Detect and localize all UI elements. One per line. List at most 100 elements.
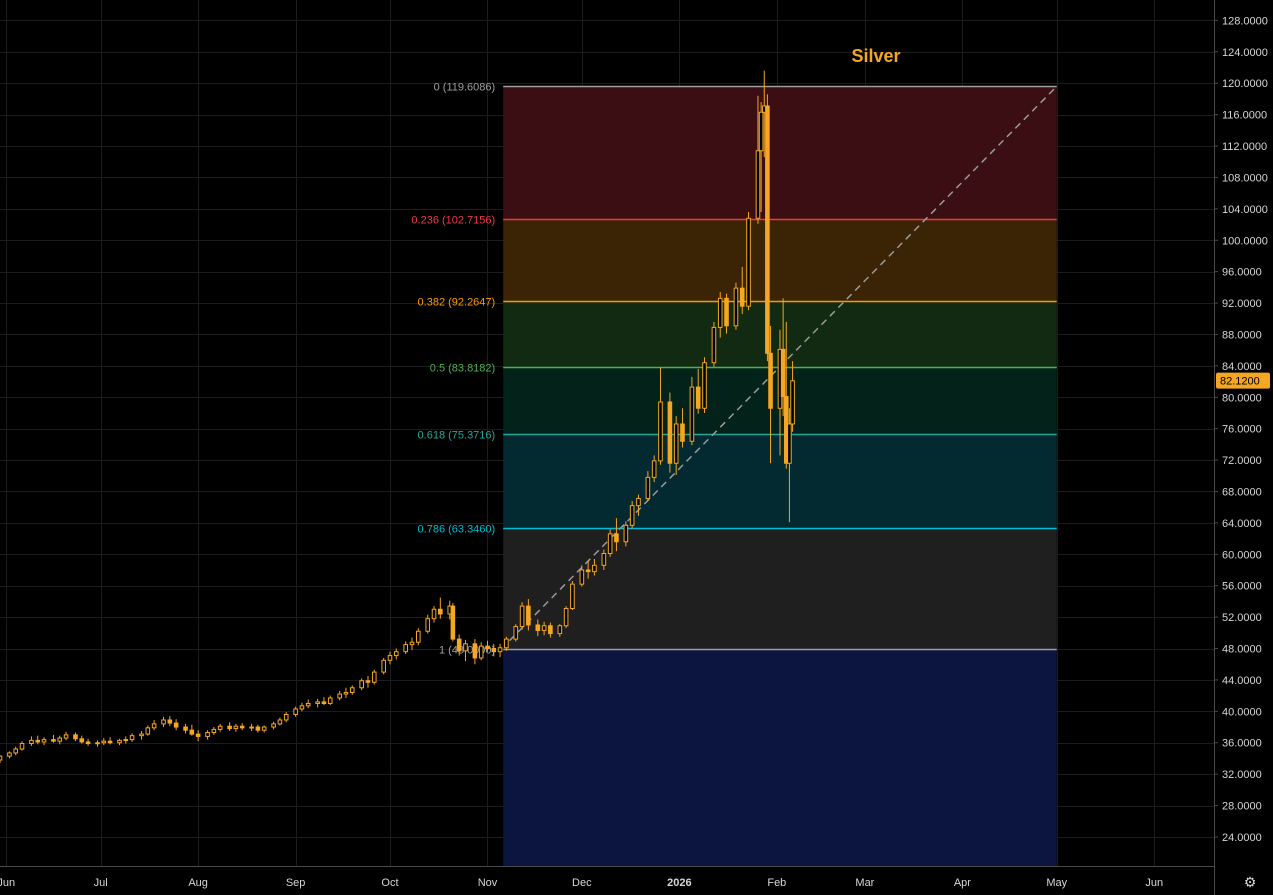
candle-body xyxy=(680,423,685,442)
x-tick-label: Mar xyxy=(855,877,874,889)
candle xyxy=(425,614,431,634)
candle-body xyxy=(733,287,739,327)
candle xyxy=(29,736,34,746)
candle-body xyxy=(519,605,525,628)
candle xyxy=(415,628,421,646)
candle xyxy=(570,580,575,611)
x-axis-ticks[interactable]: Jun Jul Aug Sep Oct Nov Dec 2026 Feb Mar Apr May Jun xyxy=(0,877,1163,889)
candle xyxy=(409,637,415,651)
candle xyxy=(63,731,69,741)
candle-body xyxy=(513,626,519,640)
candle-body xyxy=(41,739,47,743)
candle-body xyxy=(711,326,717,364)
candle xyxy=(746,211,751,311)
candle-body xyxy=(787,423,792,464)
candle xyxy=(0,755,3,764)
candle xyxy=(541,621,547,636)
candlestick-series xyxy=(0,70,795,764)
candle xyxy=(249,723,254,731)
y-tick-label: 104.0000 xyxy=(1222,204,1268,216)
candle xyxy=(337,690,342,701)
candle-body xyxy=(343,691,349,695)
candle-body xyxy=(107,740,113,744)
candle xyxy=(73,732,78,742)
candle xyxy=(491,643,497,657)
y-tick-label: 52.0000 xyxy=(1222,612,1262,624)
fibonacci-retracement[interactable]: 0 (119.6086) 0.236 (102.7156) 0.382 (92.26… xyxy=(411,82,1057,867)
candle-body xyxy=(504,638,509,649)
candle xyxy=(315,698,320,708)
candle-body xyxy=(51,739,56,742)
candle xyxy=(35,735,41,745)
candle xyxy=(349,685,355,695)
candle-body xyxy=(321,701,327,704)
candle xyxy=(673,416,679,476)
candle xyxy=(456,634,462,656)
candle xyxy=(787,408,792,523)
candle xyxy=(463,639,468,662)
candle xyxy=(239,723,245,731)
candle xyxy=(327,695,333,706)
candle xyxy=(614,518,619,552)
fib-zone xyxy=(503,86,1057,219)
y-tick-label: 120.0000 xyxy=(1222,78,1268,90)
candle xyxy=(41,737,47,746)
candle-body xyxy=(211,728,217,734)
candle xyxy=(123,736,129,744)
candle xyxy=(183,723,188,734)
candle xyxy=(758,102,764,212)
candle-body xyxy=(689,386,695,442)
candle-body xyxy=(305,702,311,707)
candle-body xyxy=(629,505,635,526)
candle-body xyxy=(739,287,745,307)
candle xyxy=(261,725,267,733)
y-tick-label: 124.0000 xyxy=(1222,47,1268,59)
candle xyxy=(513,624,519,642)
candle-body xyxy=(472,643,478,659)
candle-body xyxy=(35,739,41,743)
candle-body xyxy=(623,524,629,543)
candle-body xyxy=(607,533,613,555)
candle xyxy=(293,706,298,717)
candle xyxy=(689,376,695,446)
candle xyxy=(217,723,223,732)
y-axis-ticks[interactable]: 24.0000 28.0000 32.0000 36.0000 40.0000 44.00… xyxy=(1214,15,1268,844)
candle xyxy=(85,738,91,746)
candle-body xyxy=(497,647,503,653)
candle-body xyxy=(765,105,770,354)
candle xyxy=(381,657,386,675)
candle-body xyxy=(535,624,541,631)
candle xyxy=(711,321,717,367)
candle-body xyxy=(365,680,371,683)
candle-body xyxy=(0,755,3,761)
candle xyxy=(717,292,723,338)
y-tick-label: 128.0000 xyxy=(1222,15,1268,27)
y-tick-label: 92.0000 xyxy=(1222,298,1262,310)
candle xyxy=(450,602,456,642)
candle xyxy=(101,738,107,746)
candle-body xyxy=(183,726,188,731)
y-tick-label: 48.0000 xyxy=(1222,644,1262,656)
candle xyxy=(651,455,657,483)
candle-body xyxy=(261,726,267,731)
candle xyxy=(393,648,399,660)
candle-body xyxy=(755,150,761,219)
candle xyxy=(563,606,569,629)
candle xyxy=(636,494,641,516)
gear-icon[interactable]: ⚙ xyxy=(1243,874,1257,890)
y-tick-label: 24.0000 xyxy=(1222,832,1262,844)
y-tick-label: 96.0000 xyxy=(1222,267,1262,279)
y-tick-label: 88.0000 xyxy=(1222,329,1262,341)
candle xyxy=(151,719,157,731)
candle xyxy=(387,651,393,665)
candle-body xyxy=(636,498,641,507)
candle xyxy=(173,719,179,731)
candle xyxy=(519,602,525,630)
candle-body xyxy=(695,386,701,409)
candle xyxy=(255,724,261,733)
x-tick-label: Jun xyxy=(1145,877,1163,889)
candle-body xyxy=(463,643,468,652)
x-tick-label: Apr xyxy=(954,877,971,889)
candle-body xyxy=(381,659,386,673)
